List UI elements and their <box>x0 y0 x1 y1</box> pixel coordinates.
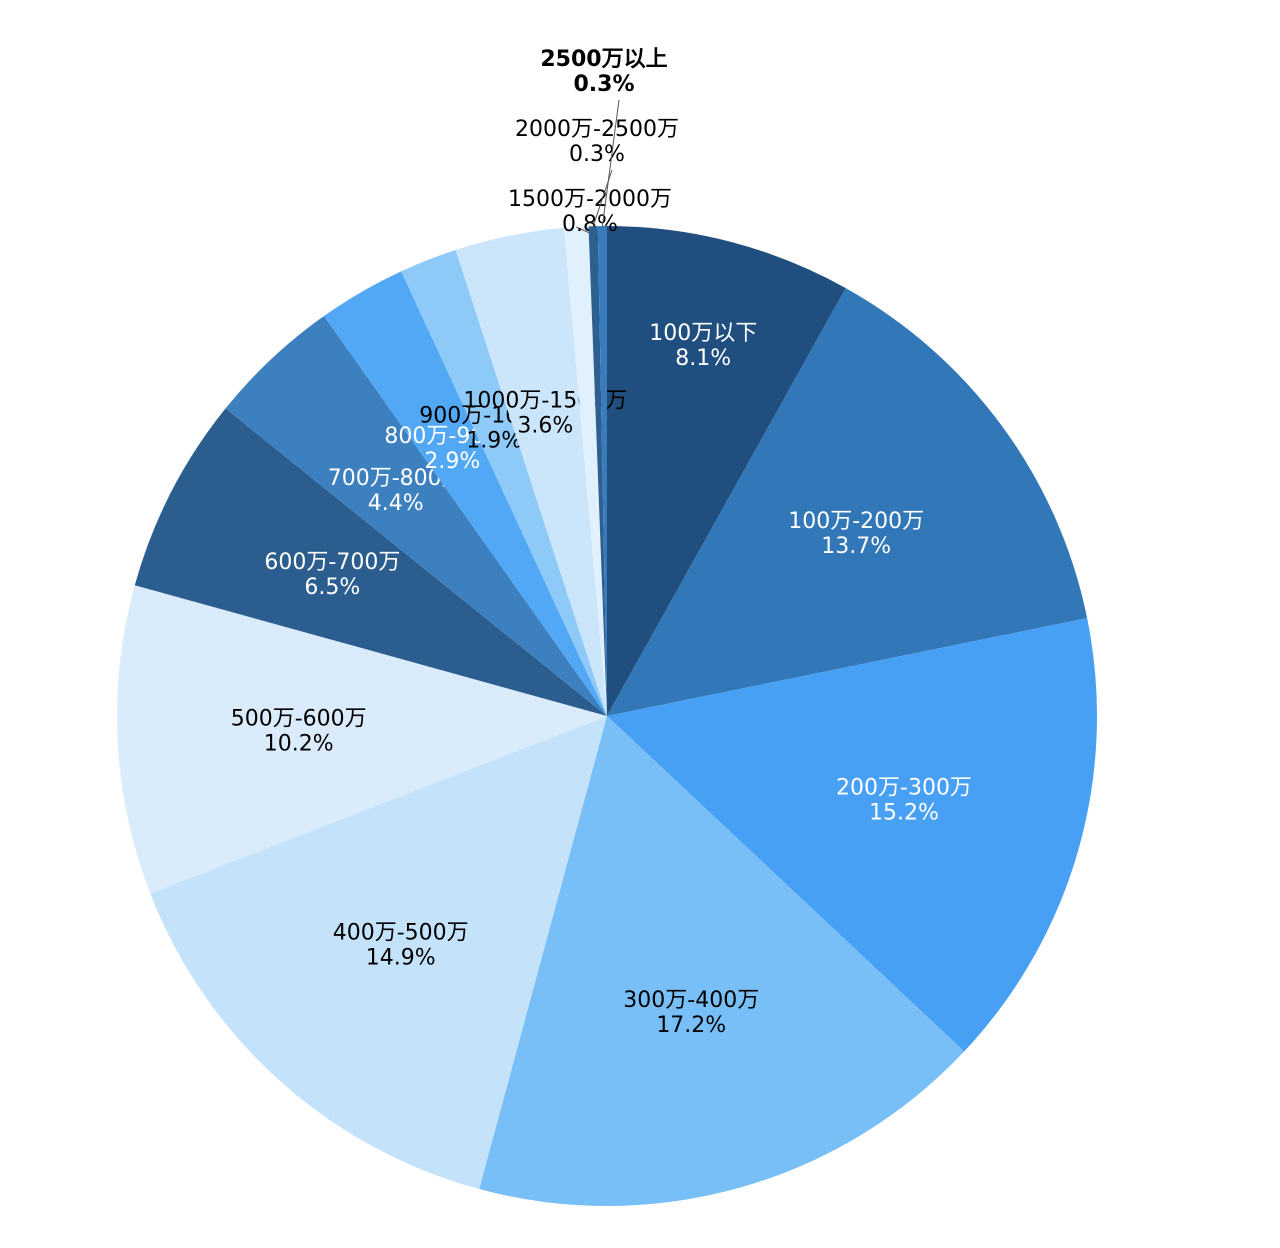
slice-label: 600万-700万 <box>264 550 400 575</box>
value-label: 17.2% <box>656 1013 726 1038</box>
value-label: 15.2% <box>869 800 939 825</box>
value-label: 3.6% <box>517 414 573 439</box>
pie-slice <box>588 226 607 717</box>
pie-slice <box>479 716 965 1206</box>
slice-label: 100万-200万 <box>788 509 924 534</box>
pie-slice <box>607 226 846 716</box>
slice-label: 300万-400万 <box>623 988 759 1013</box>
pie-slice <box>455 227 607 716</box>
slice-label: 100万以下 <box>649 321 757 346</box>
pie-slice <box>323 271 607 716</box>
slice-label: 200万-300万 <box>836 775 972 800</box>
pie-slice <box>563 226 607 717</box>
value-label: 10.2% <box>264 732 334 757</box>
value-label: 13.7% <box>821 534 891 559</box>
pie-slice <box>607 618 1097 1052</box>
pie-slice <box>134 408 607 716</box>
pie-slice <box>225 315 607 716</box>
value-label: 0.3% <box>569 142 625 167</box>
value-label: 2.9% <box>424 449 480 474</box>
slice-label: 500万-600万 <box>231 707 367 732</box>
value-label: 4.4% <box>368 491 424 516</box>
slice-label: 1500万-2000万 <box>508 187 672 212</box>
value-label: 0.3% <box>573 72 634 97</box>
pie-slice <box>401 249 607 716</box>
value-label: 14.9% <box>366 946 436 971</box>
leader-line <box>601 99 620 227</box>
value-label: 6.5% <box>304 575 360 600</box>
pie-slice <box>150 716 607 1190</box>
value-label: 8.1% <box>675 346 731 371</box>
slice-label: 400万-500万 <box>333 921 469 946</box>
slice-label: 2000万-2500万 <box>515 117 679 142</box>
pie-slice <box>117 585 607 894</box>
slice-label: 2500万以上 <box>540 47 667 72</box>
value-label: 1.9% <box>466 429 522 454</box>
pie-slice <box>607 288 1088 716</box>
pie-slice <box>597 226 607 716</box>
